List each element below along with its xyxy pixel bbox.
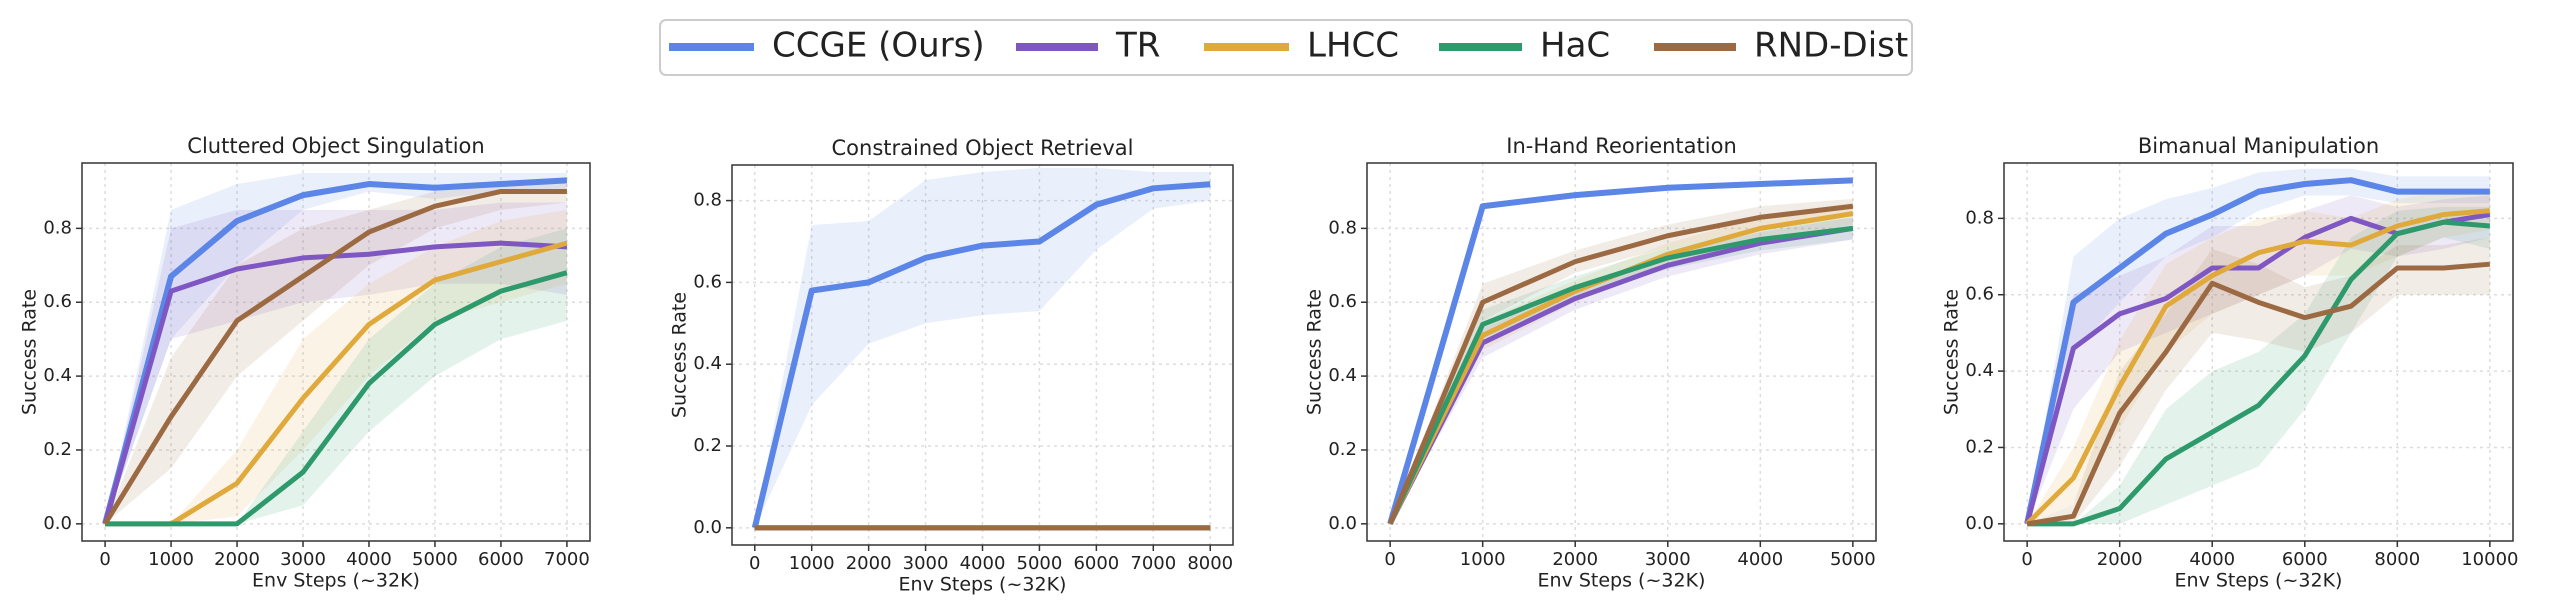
plot-frame (1366, 162, 1877, 542)
x-tick-label: 3000 (903, 553, 949, 574)
series-line (105, 240, 568, 527)
confidence-band (1390, 202, 1853, 524)
series-line (1387, 203, 1854, 525)
legend-label: HaC (1540, 26, 1610, 66)
series-line (102, 188, 567, 526)
confidence-band (2027, 195, 2490, 524)
x-axis-label: Env Steps (~32K) (2175, 570, 2343, 592)
y-tick-label: 0.2 (1965, 436, 1994, 457)
y-axis-label: Success Rate (1941, 289, 1963, 415)
confidence-band (2027, 168, 2490, 524)
chart-title: In-Hand Reorientation (1506, 134, 1737, 158)
y-tick-label: 0.4 (1965, 360, 1994, 381)
y-tick-label: 0.4 (693, 353, 722, 374)
legend-label: RND-Dist (1754, 26, 1908, 66)
x-tick-label: 2000 (214, 549, 260, 570)
legend-label: LHCC (1307, 26, 1399, 66)
x-tick-label: 0 (1384, 549, 1395, 570)
y-tick-label: 0.2 (1328, 439, 1357, 460)
confidence-band (1390, 217, 1853, 524)
legend-label: CCGE (Ours) (772, 26, 985, 66)
y-tick-label: 0.8 (1328, 217, 1357, 238)
x-tick-label: 7000 (544, 549, 590, 570)
y-tick-label: 0.4 (1328, 365, 1357, 386)
y-tick-label: 0.8 (43, 217, 72, 238)
series-line (751, 181, 1211, 529)
y-tick-label: 0.2 (43, 439, 72, 460)
x-tick-label: 4000 (2189, 549, 2235, 570)
y-tick-label: 0.6 (43, 291, 72, 312)
confidence-band (1390, 217, 1853, 524)
x-tick-label: 5000 (1830, 549, 1876, 570)
series-line (1387, 225, 1854, 525)
x-tick-label: 2000 (846, 553, 892, 574)
x-axis-label: Env Steps (~32K) (252, 570, 420, 592)
x-tick-label: 10000 (2461, 549, 2518, 570)
y-tick-label: 0.8 (1965, 207, 1994, 228)
confidence-band (754, 167, 1211, 528)
plot-frame (81, 162, 591, 542)
x-tick-label: 2000 (2097, 549, 2143, 570)
x-tick-label: 1000 (1460, 549, 1506, 570)
y-axis-label: Success Rate (19, 289, 41, 415)
y-tick-label: 0.0 (43, 513, 72, 534)
x-tick-label: 0 (99, 549, 110, 570)
x-tick-label: 6000 (1073, 553, 1119, 574)
x-tick-label: 8000 (2374, 549, 2420, 570)
x-tick-label: 7000 (1130, 553, 1176, 574)
x-tick-label: 0 (749, 553, 760, 574)
series-line (1387, 225, 1854, 525)
series-line (2025, 208, 2491, 526)
y-tick-label: 0.0 (693, 517, 722, 538)
x-tick-label: 1000 (789, 553, 835, 574)
x-tick-label: 5000 (1017, 553, 1063, 574)
chart-title: Cluttered Object Singulation (187, 134, 484, 158)
x-tick-label: 1000 (148, 549, 194, 570)
y-tick-label: 0.4 (43, 365, 72, 386)
y-tick-label: 0.6 (1965, 284, 1994, 305)
y-axis-label: Success Rate (669, 292, 691, 418)
x-tick-label: 5000 (412, 549, 458, 570)
x-tick-label: 3000 (1645, 549, 1691, 570)
x-tick-label: 3000 (280, 549, 326, 570)
confidence-band (105, 172, 567, 524)
x-tick-label: 6000 (2282, 549, 2328, 570)
series-line (2024, 177, 2490, 525)
x-axis-label: Env Steps (~32K) (899, 574, 1067, 596)
y-tick-label: 0.6 (1328, 291, 1357, 312)
x-tick-label: 8000 (1187, 553, 1233, 574)
series-line (2026, 261, 2491, 527)
x-tick-label: 4000 (1737, 549, 1783, 570)
series-line (105, 270, 568, 527)
plot-frame (731, 164, 1234, 546)
series-line (102, 177, 568, 525)
chart-title: Constrained Object Retrieval (832, 136, 1134, 160)
x-tick-label: 4000 (346, 549, 392, 570)
y-tick-label: 0.8 (693, 190, 722, 211)
x-axis-label: Env Steps (~32K) (1538, 570, 1706, 592)
chart-title: Bimanual Manipulation (2138, 134, 2379, 158)
confidence-band (1390, 198, 1853, 524)
series-line (2027, 219, 2491, 527)
confidence-band (2027, 191, 2490, 524)
x-tick-label: 6000 (478, 549, 524, 570)
y-axis-label: Success Rate (1304, 289, 1326, 415)
confidence-band (2027, 237, 2490, 524)
x-tick-label: 4000 (960, 553, 1006, 574)
y-tick-label: 0.6 (693, 271, 722, 292)
x-tick-label: 0 (2021, 549, 2032, 570)
y-tick-label: 0.0 (1328, 513, 1357, 534)
confidence-band (105, 180, 567, 524)
plot-frame (2003, 162, 2514, 542)
confidence-band (105, 228, 567, 524)
x-tick-label: 2000 (1552, 549, 1598, 570)
legend-label: TR (1115, 26, 1160, 66)
confidence-band (105, 209, 567, 524)
series-line (1387, 177, 1853, 525)
y-tick-label: 0.0 (1965, 513, 1994, 534)
confidence-band (105, 202, 567, 524)
y-tick-label: 0.2 (693, 435, 722, 456)
